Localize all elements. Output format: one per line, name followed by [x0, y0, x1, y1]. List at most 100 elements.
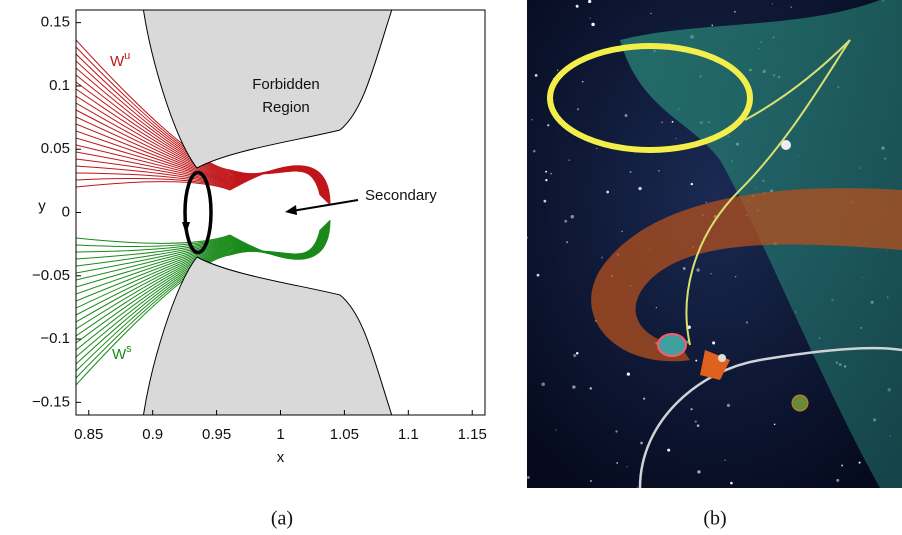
star — [658, 170, 659, 171]
star — [616, 462, 618, 464]
star — [672, 121, 674, 123]
y-tick-label: 0 — [62, 203, 70, 220]
stable-manifold-label: Ws — [112, 343, 132, 363]
star — [774, 424, 776, 426]
x-tick-label: 1.1 — [398, 426, 419, 443]
star — [772, 3, 773, 4]
star — [601, 257, 603, 259]
label-main: W — [110, 53, 125, 70]
periodic-orbit — [185, 173, 211, 253]
star — [650, 13, 651, 14]
star — [734, 11, 736, 13]
star — [730, 482, 733, 485]
star — [706, 202, 707, 203]
star — [640, 442, 643, 445]
star — [727, 404, 730, 407]
star — [590, 387, 592, 389]
star — [606, 191, 609, 194]
star — [621, 231, 622, 232]
star — [537, 274, 540, 277]
forbidden-label: Forbidden — [252, 76, 320, 93]
star — [724, 460, 725, 461]
star — [791, 6, 792, 7]
x-tick-label: 1.05 — [330, 426, 359, 443]
star — [571, 215, 574, 218]
star — [547, 124, 549, 126]
y-tick-label: 0.1 — [49, 77, 70, 94]
star — [697, 424, 700, 427]
rendering — [526, 0, 902, 488]
star — [676, 138, 677, 139]
tube-mouth — [658, 334, 686, 356]
star — [735, 276, 736, 277]
planet — [792, 395, 808, 411]
star — [746, 321, 748, 323]
star — [627, 373, 630, 376]
label-sup: u — [124, 50, 130, 62]
caption: (b) — [703, 508, 726, 530]
star — [576, 352, 579, 355]
x-tick-label: 1.15 — [458, 426, 487, 443]
star — [836, 479, 839, 482]
x-tick-label: 0.85 — [74, 426, 103, 443]
y-tick-label: 0.05 — [41, 140, 70, 157]
star — [710, 273, 711, 274]
star — [637, 487, 638, 488]
star — [569, 159, 570, 160]
secondary-label: Secondary — [365, 187, 437, 204]
star — [573, 354, 576, 357]
forbidden-region — [142, 257, 395, 425]
x-tick-label: 0.95 — [202, 426, 231, 443]
label-main: W — [112, 346, 127, 363]
star — [545, 171, 547, 173]
star — [625, 114, 628, 117]
star — [582, 81, 584, 83]
star — [555, 429, 556, 430]
star — [577, 108, 579, 110]
star — [566, 241, 568, 243]
caption: (a) — [271, 508, 293, 530]
y-tick-label: −0.1 — [40, 330, 70, 347]
star — [711, 25, 713, 27]
forbidden-label: Region — [262, 99, 310, 116]
x-tick-label: 1 — [276, 426, 284, 443]
star — [712, 341, 715, 344]
star — [550, 173, 552, 175]
star — [615, 430, 617, 432]
star — [527, 476, 530, 479]
star — [859, 462, 861, 464]
star — [526, 237, 528, 239]
star — [543, 200, 546, 203]
star — [590, 18, 591, 19]
page: {"chart_data": {"type": "manifold-plot",… — [0, 0, 902, 535]
x-axis-label: x — [277, 449, 285, 466]
star — [643, 398, 645, 400]
star — [557, 70, 558, 71]
secondary-arrow — [292, 200, 358, 211]
star — [630, 171, 632, 173]
star — [533, 150, 536, 153]
star — [541, 382, 545, 386]
y-tick-label: 0.15 — [41, 14, 70, 31]
arrow-head — [285, 205, 297, 215]
orbit-arrow — [182, 222, 190, 234]
spacecraft-2 — [781, 140, 791, 150]
star — [591, 23, 594, 26]
star — [596, 148, 597, 149]
label-sup: s — [126, 343, 132, 355]
x-tick-label: 0.9 — [142, 426, 163, 443]
star — [564, 220, 567, 223]
star — [572, 385, 575, 388]
y-tick-label: −0.05 — [32, 267, 70, 284]
y-axis-label: y — [38, 197, 46, 214]
star — [545, 179, 547, 181]
unstable-manifold-label: Wu — [110, 50, 130, 70]
star — [696, 268, 699, 271]
star — [576, 5, 579, 8]
y-tick-label: −0.15 — [32, 393, 70, 410]
star — [590, 480, 592, 482]
star — [638, 187, 641, 190]
star — [697, 470, 700, 473]
spacecraft — [718, 354, 726, 362]
star — [667, 449, 670, 452]
